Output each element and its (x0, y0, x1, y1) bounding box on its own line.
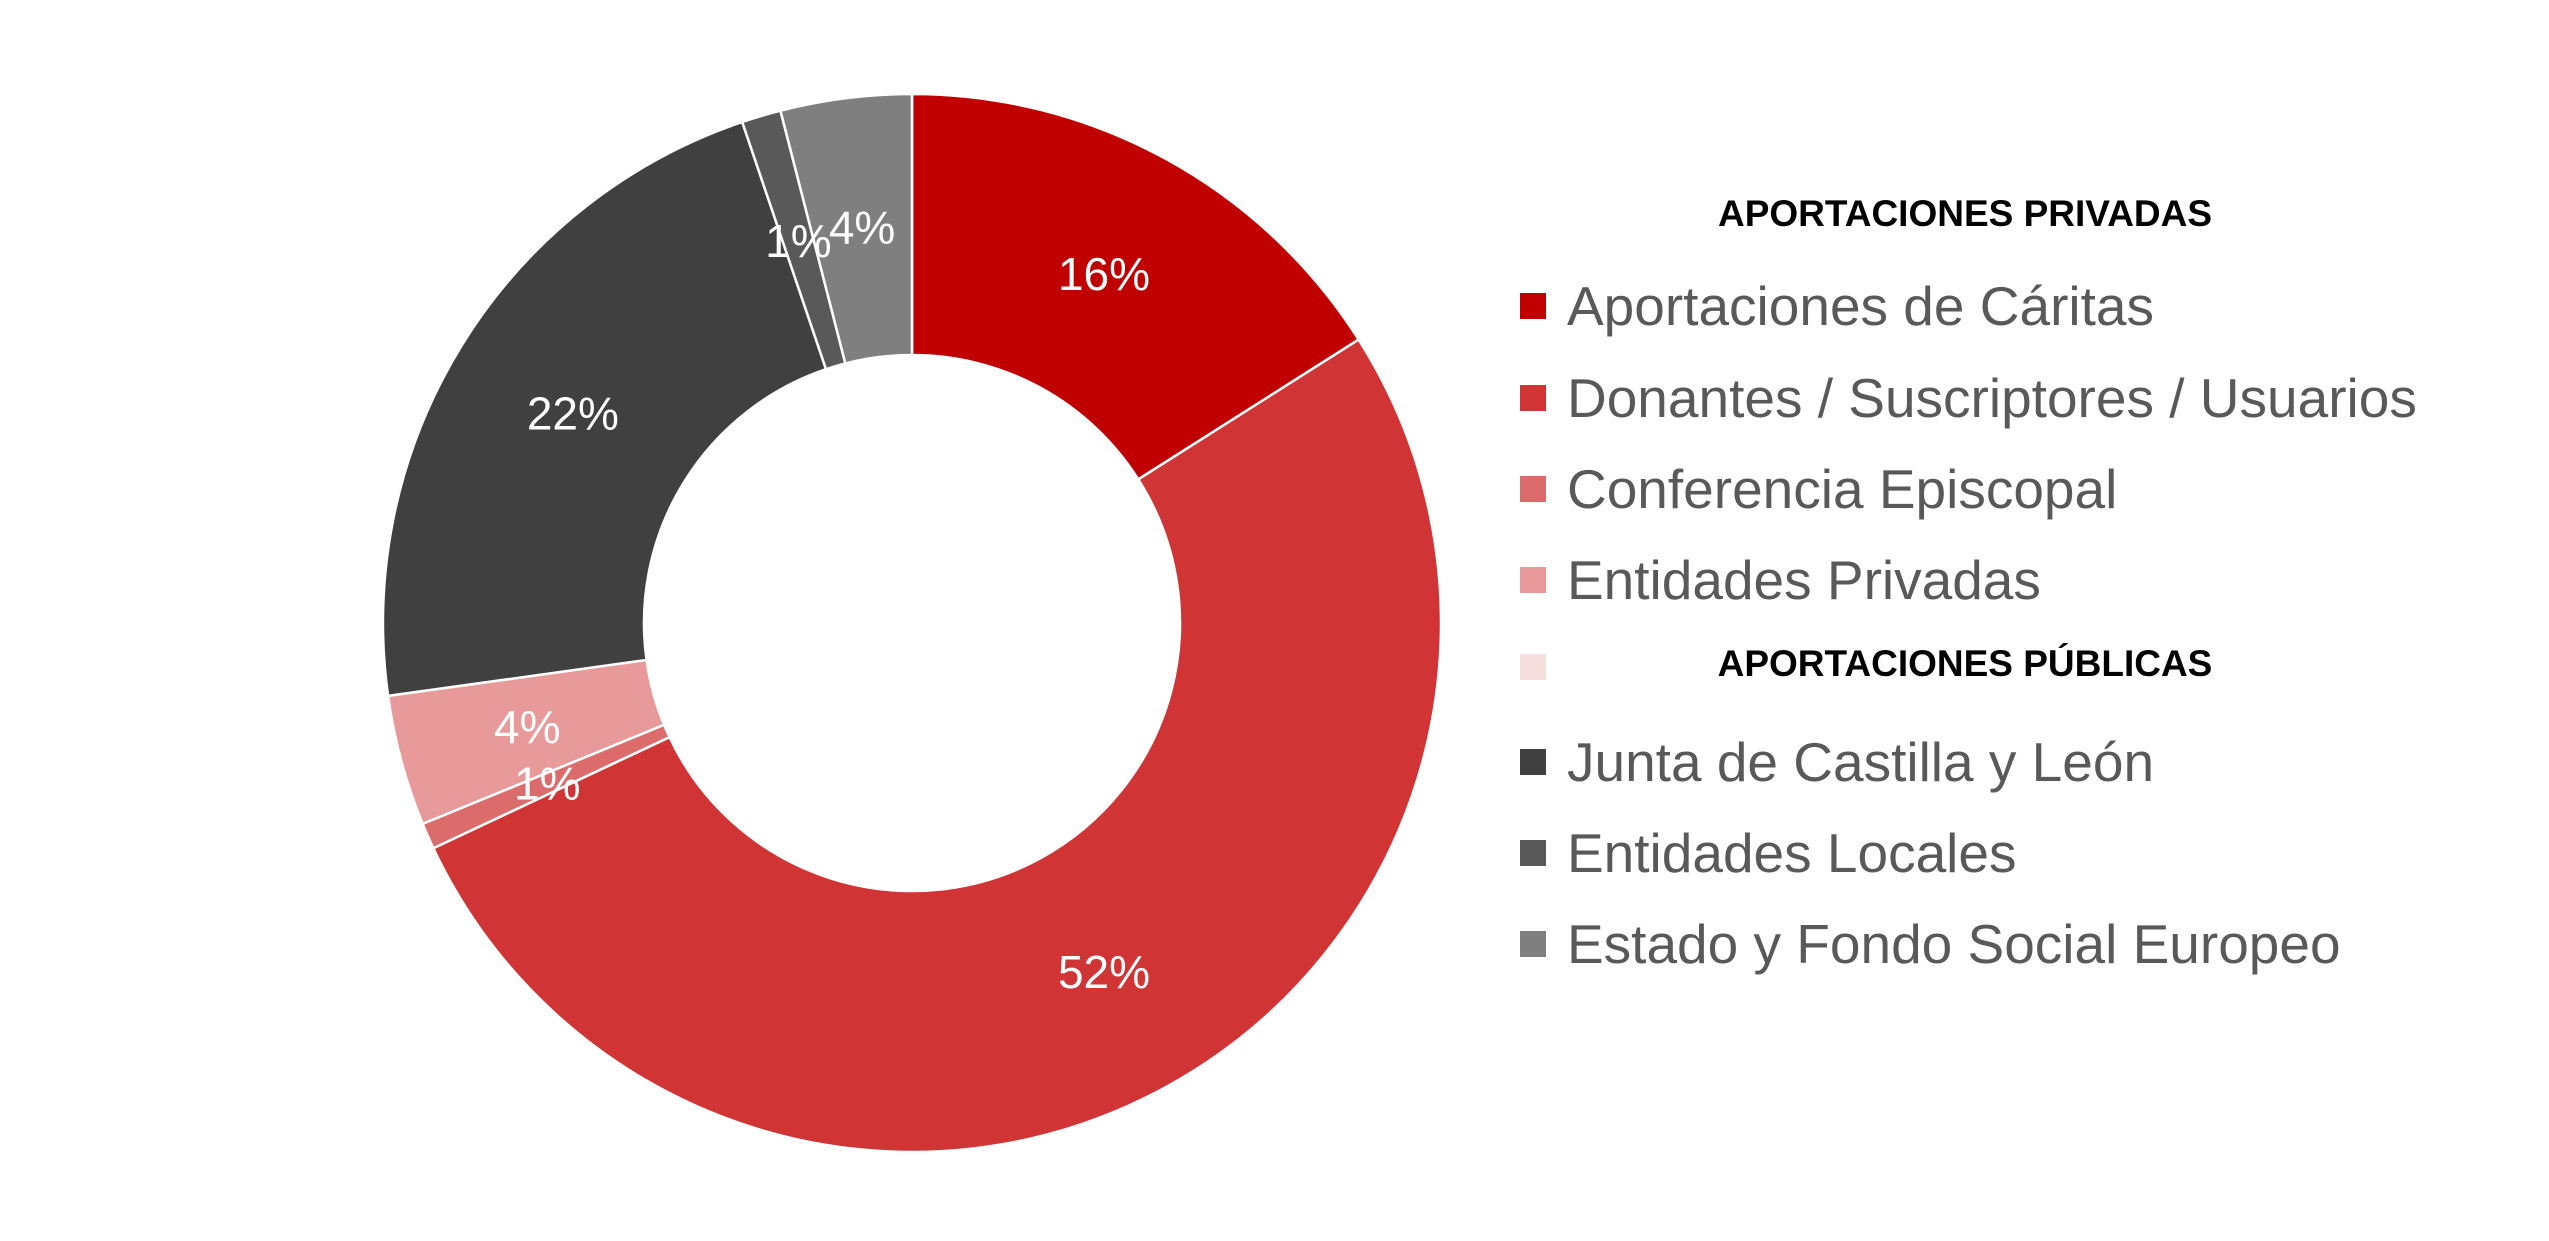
legend-header-private: APORTACIONES PRIVADAS (1718, 193, 2212, 234)
legend-swatch-conferencia-episcopal (1520, 476, 1546, 502)
legend-label-entidades-privadas: Entidades Privadas (1567, 549, 2041, 611)
legend-swatch-estado-y-fondo-social-europeo (1520, 931, 1546, 957)
legend-label-donantes-suscriptores-usuarios: Donantes / Suscriptores / Usuarios (1567, 367, 2417, 429)
slice-label-donantes-suscriptores-usuarios: 52% (1058, 946, 1150, 998)
legend-swatch-entidades-locales (1520, 840, 1546, 866)
legend-label-conferencia-episcopal: Conferencia Episcopal (1567, 458, 2117, 520)
legend-label-estado-y-fondo-social-europeo: Estado y Fondo Social Europeo (1567, 913, 2341, 975)
slice-label-conferencia-episcopal: 1% (514, 758, 580, 810)
chart-legend: APORTACIONES PRIVADAS APORTACIONES PÚBLI… (1520, 193, 2417, 975)
slice-label-junta-de-castilla-y-leon: 22% (527, 388, 619, 440)
legend-swatch-entidades-privadas (1520, 567, 1546, 593)
chart-slice-labels: 16%52%1%4%22%1%4% (494, 202, 1150, 999)
legend-label-aportaciones-de-caritas: Aportaciones de Cáritas (1567, 275, 2154, 337)
slice-label-estado-y-fondo-social-europeo: 4% (829, 202, 895, 254)
legend-swatch-donantes-suscriptores-usuarios (1520, 385, 1546, 411)
chart-slices (381, 92, 1443, 1154)
slice-donantes-suscriptores-usuarios (431, 337, 1443, 1154)
slice-aportaciones-de-caritas (910, 92, 1361, 482)
slice-junta-de-castilla-y-leon (381, 120, 828, 698)
legend-swatch-spacer (1520, 654, 1546, 680)
legend-swatch-junta-de-castilla-y-leon (1520, 749, 1546, 775)
slice-label-aportaciones-de-caritas: 16% (1058, 248, 1150, 300)
legend-header-public: APORTACIONES PÚBLICAS (1718, 642, 2213, 684)
slice-label-entidades-privadas: 4% (494, 701, 560, 753)
slice-label-entidades-locales: 1% (765, 215, 831, 267)
legend-label-junta-de-castilla-y-leon: Junta de Castilla y León (1567, 731, 2154, 793)
legend-swatch-aportaciones-de-caritas (1520, 293, 1546, 319)
legend-label-entidades-locales: Entidades Locales (1567, 822, 2016, 884)
slice-estado-y-fondo-social-europeo (778, 92, 914, 365)
